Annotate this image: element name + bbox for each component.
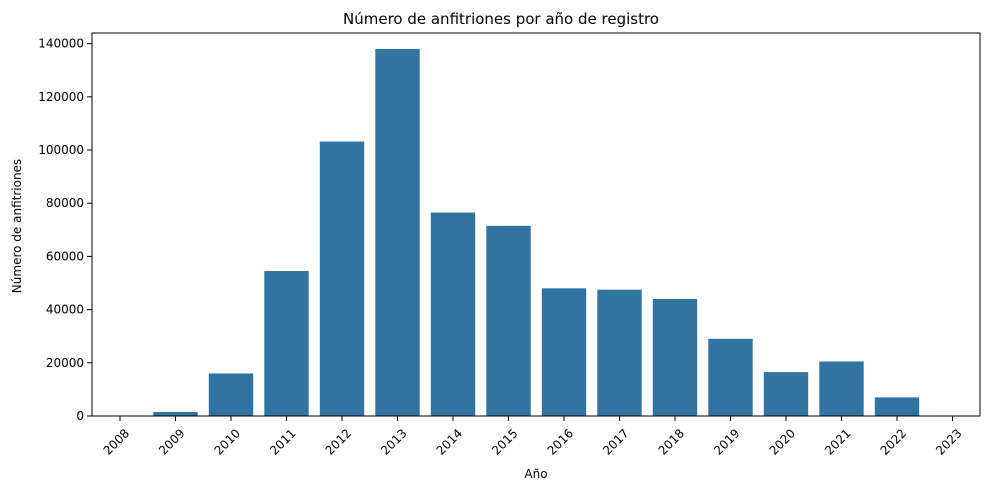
bar-2019 — [708, 338, 753, 416]
bar-2009 — [153, 412, 198, 416]
x-tick-label: 2020 — [767, 426, 798, 457]
x-tick-label: 2009 — [156, 426, 187, 457]
plot-frame — [91, 32, 981, 417]
y-tick-label: 20000 — [46, 356, 84, 370]
bar-2020 — [763, 372, 809, 416]
x-tick-label: 2021 — [822, 426, 853, 457]
bar-2016 — [541, 288, 587, 416]
x-tick-label: 2012 — [323, 426, 354, 457]
chart-title: Número de anfitriones por año de registr… — [343, 10, 659, 28]
y-tick-label: 0 — [76, 409, 84, 423]
y-axis: 0 20000 40000 60000 80000 100000 120000 140000 — [38, 37, 92, 423]
bar-2015 — [486, 225, 531, 416]
y-tick-label: 140000 — [38, 37, 84, 51]
x-tick-label: 2014 — [434, 426, 465, 457]
y-tick-label: 60000 — [46, 249, 84, 263]
x-axis: 2008 2009 2010 2011 2012 2013 2014 2015 2016 2017… — [101, 416, 965, 458]
bar-2018 — [652, 298, 698, 416]
y-axis-label: Número de anfitriones — [10, 159, 24, 293]
bar-2022 — [874, 397, 920, 416]
y-tick-label: 40000 — [46, 303, 84, 317]
bar-2014 — [430, 212, 476, 416]
bar-2017 — [597, 289, 642, 416]
plot-area — [97, 48, 975, 416]
bar-2013 — [375, 48, 420, 416]
x-axis-label: Año — [524, 467, 547, 481]
bar-2010 — [208, 373, 254, 416]
bar-2011 — [264, 271, 309, 416]
x-tick-label: 2016 — [545, 426, 576, 457]
x-tick-label: 2018 — [656, 426, 687, 457]
x-tick-label: 2022 — [878, 426, 909, 457]
x-tick-label: 2015 — [489, 426, 520, 457]
bar-2012 — [319, 141, 365, 416]
x-tick-label: 2017 — [600, 426, 631, 457]
x-tick-label: 2023 — [933, 426, 964, 457]
x-tick-label: 2008 — [101, 426, 132, 457]
y-tick-label: 120000 — [38, 90, 84, 104]
bar-2021 — [819, 361, 864, 416]
x-tick-label: 2010 — [212, 426, 243, 457]
x-tick-label: 2011 — [267, 426, 298, 457]
y-tick-label: 100000 — [38, 143, 84, 157]
x-tick-label: 2019 — [711, 426, 742, 457]
x-tick-label: 2013 — [378, 426, 409, 457]
y-tick-label: 80000 — [46, 196, 84, 210]
